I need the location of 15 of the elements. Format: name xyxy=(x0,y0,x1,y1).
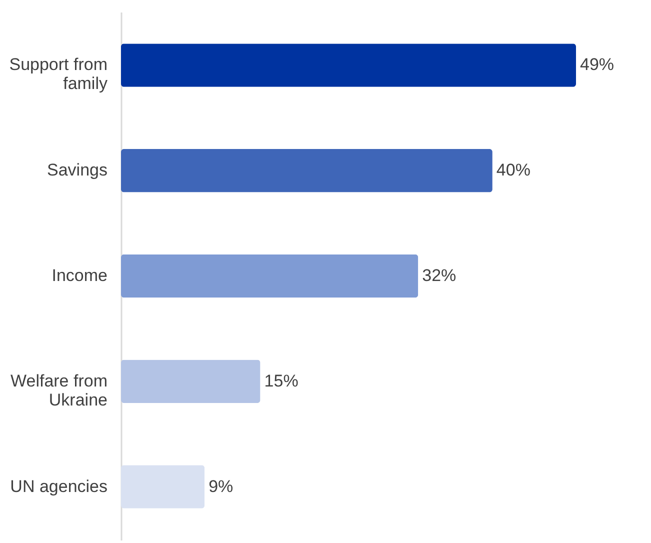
y-tick-label: UN agencies xyxy=(10,476,108,496)
data-label: 32% xyxy=(422,266,456,285)
y-tick-label: Welfare from Ukraine xyxy=(10,371,108,410)
data-label: 15% xyxy=(264,371,298,390)
y-tick-label: Support from family xyxy=(9,55,108,94)
y-tick-label: Income xyxy=(52,266,108,285)
bar xyxy=(121,360,260,403)
data-label: 49% xyxy=(580,55,614,74)
bar xyxy=(121,149,492,192)
bar xyxy=(121,254,418,298)
y-tick-label: Savings xyxy=(47,160,108,180)
bar xyxy=(121,465,205,508)
bar xyxy=(121,44,576,87)
data-label: 9% xyxy=(208,476,234,496)
data-label: 40% xyxy=(496,160,530,180)
